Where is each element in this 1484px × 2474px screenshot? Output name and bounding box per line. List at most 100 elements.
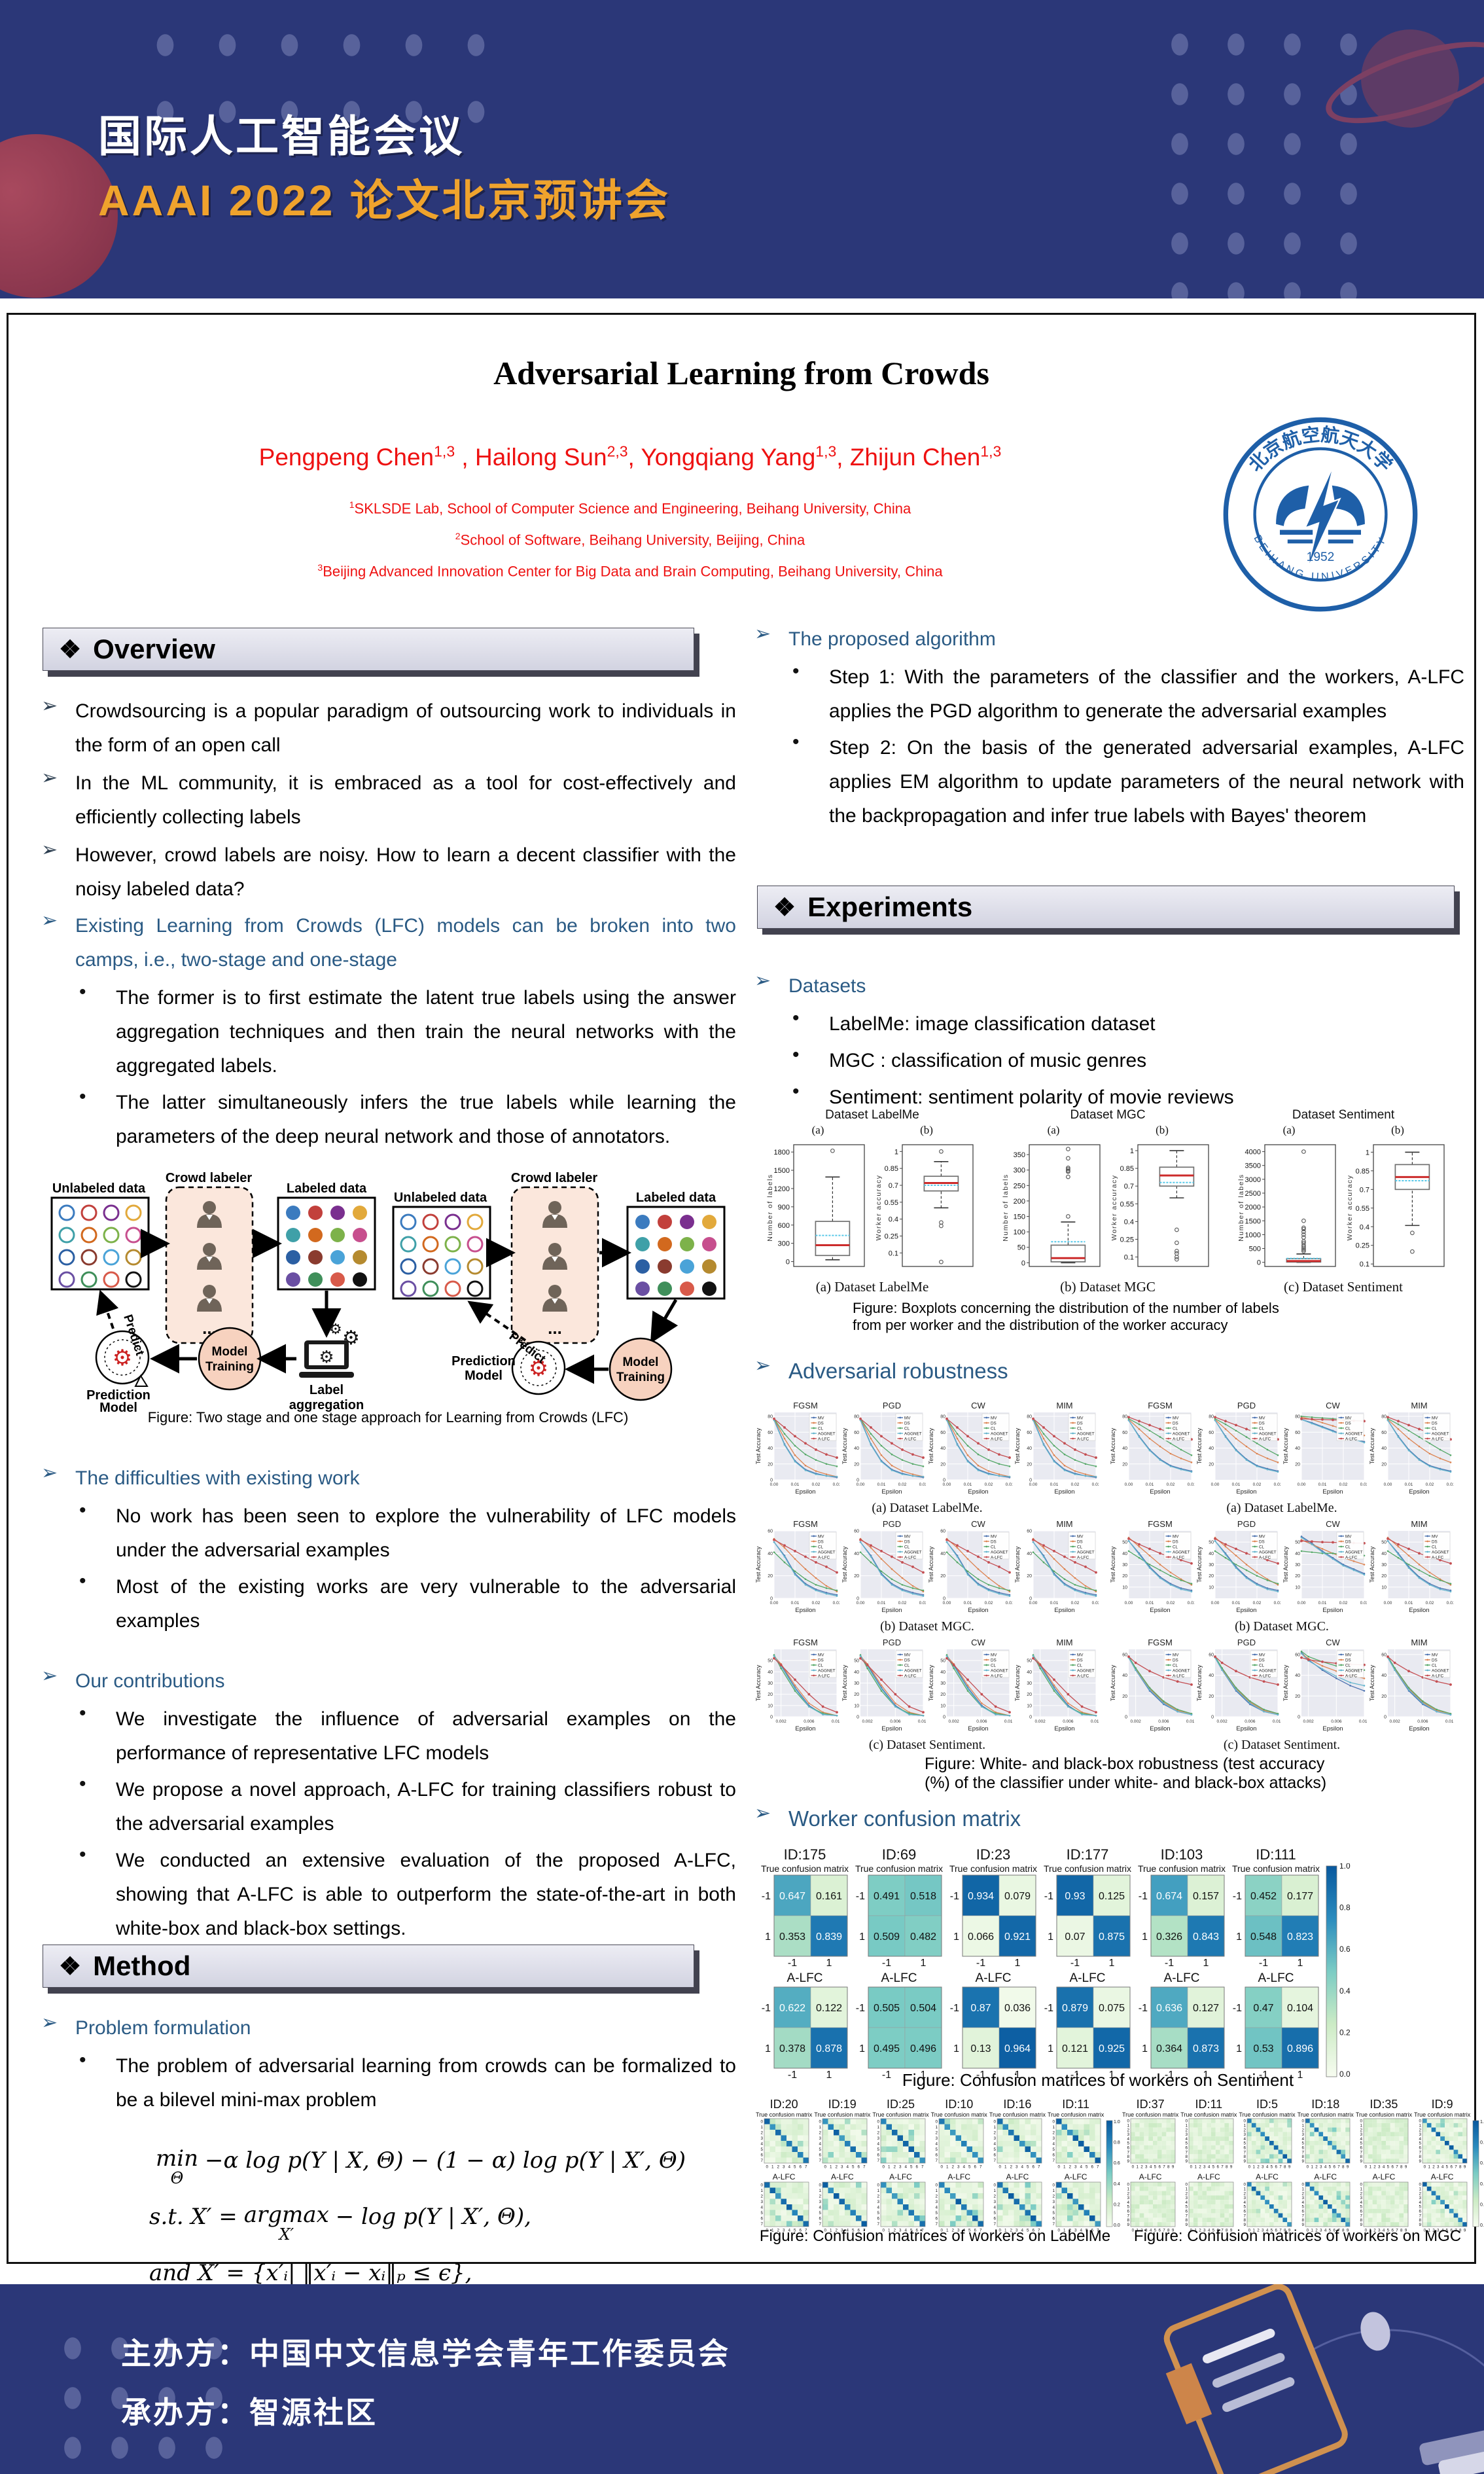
svg-text:0.02: 0.02 [1339, 1482, 1348, 1487]
svg-text:1: 1 [953, 1931, 959, 1943]
svg-text:2: 2 [819, 2195, 821, 2199]
svg-text:AGGNET: AGGNET [1432, 1550, 1449, 1554]
svg-text:0: 0 [1057, 2229, 1060, 2233]
svg-text:Labeled data: Labeled data [287, 1181, 367, 1196]
svg-text:0: 0 [1365, 2165, 1368, 2170]
svg-text:1: 1 [936, 2189, 938, 2193]
svg-text:Prediction: Prediction [86, 1388, 150, 1403]
svg-text:0.0: 0.0 [1480, 2223, 1484, 2228]
svg-text:0.006: 0.006 [890, 1719, 901, 1724]
svg-text:AGGNET: AGGNET [904, 1668, 922, 1673]
svg-text:0.002: 0.002 [1217, 1719, 1228, 1724]
svg-text:0.1: 0.1 [1360, 1261, 1369, 1268]
svg-text:CW: CW [1326, 1638, 1340, 1647]
svg-text:MIM: MIM [1411, 1520, 1427, 1529]
svg-text:AGGNET: AGGNET [818, 1550, 836, 1554]
svg-text:0: 0 [766, 2229, 768, 2233]
svg-text:6: 6 [915, 2165, 918, 2170]
svg-text:Test Accuracy: Test Accuracy [1110, 1427, 1116, 1464]
svg-text:5: 5 [936, 2211, 938, 2215]
svg-text:80: 80 [1122, 1415, 1127, 1420]
svg-text:Test Accuracy: Test Accuracy [928, 1427, 934, 1464]
svg-text:8: 8 [1459, 2229, 1462, 2233]
svg-text:1: 1 [1428, 2165, 1430, 2170]
svg-text:DS: DS [1077, 1658, 1083, 1662]
svg-text:-1: -1 [950, 2003, 959, 2014]
svg-text:9: 9 [1347, 2229, 1349, 2233]
svg-text:20: 20 [768, 1574, 773, 1579]
svg-text:7: 7 [980, 2229, 982, 2233]
svg-text:8: 8 [1284, 2229, 1286, 2233]
svg-text:1: 1 [946, 2165, 949, 2170]
svg-text:60: 60 [854, 1431, 859, 1435]
svg-text:3: 3 [936, 2200, 938, 2204]
svg-text:8: 8 [1243, 2155, 1246, 2159]
svg-text:0.326: 0.326 [1156, 1931, 1182, 1943]
svg-text:A-LFC: A-LFC [1077, 1674, 1089, 1678]
svg-text:5: 5 [1387, 2229, 1390, 2233]
svg-text:1: 1 [921, 1958, 927, 1968]
svg-text:5: 5 [1302, 2205, 1305, 2210]
svg-text:2: 2 [1010, 2229, 1013, 2233]
svg-text:7: 7 [1419, 2150, 1421, 2155]
diamond-icon: ❖ [773, 893, 796, 922]
svg-text:Labeled data: Labeled data [636, 1191, 716, 1205]
svg-text:0.036: 0.036 [1004, 2003, 1031, 2014]
svg-text:0.00: 0.00 [1384, 1601, 1392, 1605]
svg-text:2: 2 [1140, 2165, 1143, 2170]
sub-bullet: • The problem of adversarial learning fro… [79, 2049, 736, 2111]
svg-text:3: 3 [1243, 2196, 1246, 2200]
svg-text:Test Accuracy: Test Accuracy [1283, 1664, 1289, 1701]
svg-text:5: 5 [877, 2147, 879, 2152]
svg-text:4: 4 [846, 2229, 849, 2233]
svg-text:20: 20 [1381, 1694, 1387, 1699]
svg-text:AGGNET: AGGNET [818, 1668, 836, 1673]
svg-text:0.03: 0.03 [833, 1482, 839, 1487]
svg-text:0.02: 0.02 [985, 1482, 993, 1487]
svg-text:5: 5 [760, 2211, 763, 2215]
svg-text:10: 10 [1027, 1704, 1032, 1708]
svg-text:DS: DS [1345, 1539, 1351, 1544]
section-overview: ❖ Overview [43, 628, 694, 671]
svg-text:7: 7 [1052, 2222, 1055, 2227]
svg-text:...: ... [548, 1318, 562, 1338]
svg-text:9: 9 [1171, 2165, 1174, 2170]
svg-text:0.03: 0.03 [1360, 1482, 1367, 1487]
svg-text:0.161: 0.161 [816, 1891, 842, 1902]
svg-text:40: 40 [1122, 1446, 1127, 1451]
svg-text:20: 20 [1295, 1694, 1300, 1699]
robustness-panel: MIM 20 40 60 80 0.00 0.01 0.02 0.03 Epsilon Test A… [1369, 1401, 1453, 1496]
svg-text:6: 6 [1243, 2210, 1246, 2214]
svg-text:8: 8 [1342, 2165, 1345, 2170]
svg-text:7: 7 [1052, 2159, 1055, 2163]
svg-text:7: 7 [1185, 2150, 1188, 2155]
svg-text:1: 1 [1142, 2043, 1148, 2054]
svg-text:-1: -1 [788, 2070, 797, 2080]
svg-text:0: 0 [766, 2165, 768, 2170]
svg-text:3: 3 [994, 2200, 997, 2204]
svg-text:20: 20 [854, 1693, 859, 1697]
svg-text:CW: CW [971, 1520, 985, 1529]
svg-text:3: 3 [783, 2165, 785, 2170]
svg-text:0: 0 [999, 2229, 1002, 2233]
svg-text:0: 0 [824, 2165, 826, 2170]
svg-text:0: 0 [770, 1479, 773, 1483]
svg-text:0: 0 [1419, 2119, 1421, 2124]
svg-text:0: 0 [1360, 2119, 1363, 2124]
svg-text:1: 1 [994, 2125, 997, 2130]
robustness-panel: PGD 0 10 20 30 40 50 0.002 0.006 0.010 Epsilon Test… [842, 1638, 926, 1732]
svg-text:30: 30 [940, 1681, 945, 1686]
svg-text:4: 4 [788, 2229, 790, 2233]
svg-text:8: 8 [1185, 2155, 1188, 2159]
svg-text:0.02: 0.02 [1426, 1601, 1434, 1605]
svg-text:0.85: 0.85 [885, 1165, 898, 1173]
svg-text:2000: 2000 [1245, 1204, 1261, 1211]
svg-text:CL: CL [1173, 1663, 1178, 1668]
svg-text:5: 5 [1302, 2142, 1305, 2146]
svg-text:6: 6 [857, 2229, 860, 2233]
svg-text:5: 5 [877, 2211, 879, 2215]
svg-text:DS: DS [1432, 1658, 1438, 1662]
svg-text:MV: MV [818, 1416, 824, 1420]
svg-text:0: 0 [819, 2120, 821, 2124]
svg-text:Test Accuracy: Test Accuracy [1283, 1427, 1289, 1464]
